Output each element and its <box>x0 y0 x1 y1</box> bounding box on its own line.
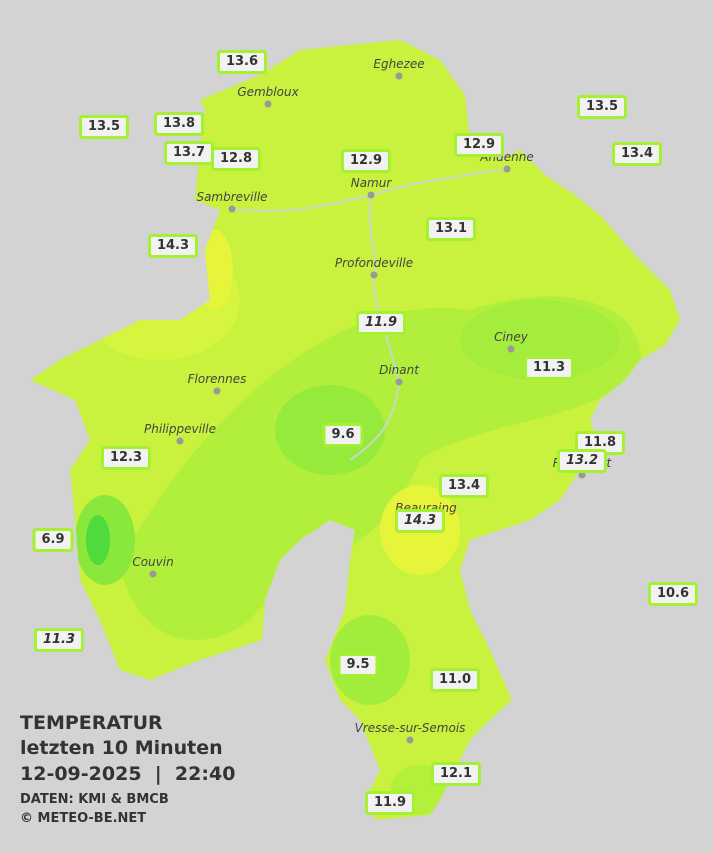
town-dot <box>395 378 403 386</box>
source: DATEN: KMI & BMCB <box>20 792 169 807</box>
station-value: 6.9 <box>32 528 74 552</box>
town-name: Gembloux <box>237 85 299 99</box>
station-value: 13.7 <box>163 141 215 165</box>
station-value: 12.3 <box>100 446 152 470</box>
town-name: Vresse-sur-Semois <box>354 721 466 735</box>
town-dot <box>367 191 375 199</box>
town-dot <box>228 205 236 213</box>
town-dot <box>176 437 184 445</box>
station-value: 13.2 <box>556 449 608 473</box>
station-value: 13.5 <box>576 95 628 119</box>
station-value: 13.4 <box>438 474 490 498</box>
town-name: Florennes <box>187 372 247 386</box>
town-dot <box>503 165 511 173</box>
station-value: 12.8 <box>210 147 262 171</box>
period: letzten 10 Minuten <box>20 737 223 759</box>
station-value: 11.9 <box>364 791 416 815</box>
town-dot <box>395 72 403 80</box>
town-dot <box>406 736 414 744</box>
town-dot <box>149 570 157 578</box>
station-value: 12.9 <box>453 133 505 157</box>
station-value: 9.6 <box>322 423 364 447</box>
station-value: 12.1 <box>430 762 482 786</box>
station-value: 11.3 <box>523 356 575 380</box>
station-value: 9.5 <box>337 653 379 677</box>
station-value: 13.6 <box>216 50 268 74</box>
station-value: 12.9 <box>340 149 392 173</box>
town-name: Dinant <box>379 363 419 377</box>
town-dot <box>578 471 586 479</box>
station-value: 13.1 <box>425 217 477 241</box>
town-name: Philippeville <box>144 422 216 436</box>
station-value: 11.9 <box>355 311 407 335</box>
station-value: 13.4 <box>611 142 663 166</box>
town-name: Ciney <box>494 330 528 344</box>
town-dot <box>370 271 378 279</box>
town-dot <box>507 345 515 353</box>
town-name: Sambreville <box>196 190 268 204</box>
station-value: 11.0 <box>429 668 481 692</box>
station-value: 14.3 <box>394 509 446 533</box>
station-value: 13.5 <box>78 115 130 139</box>
title: TEMPERATUR <box>20 712 163 734</box>
station-value: 10.6 <box>647 582 699 606</box>
station-value: 13.8 <box>153 112 205 136</box>
town-dot <box>264 100 272 108</box>
town-name: Eghezee <box>373 57 425 71</box>
town-dot <box>213 387 221 395</box>
copyright: © METEO-BE.NET <box>20 811 147 826</box>
station-value: 11.3 <box>33 628 85 652</box>
station-value: 14.3 <box>147 234 199 258</box>
town-name: Namur <box>350 176 392 190</box>
town-name: Profondeville <box>334 256 414 270</box>
datetime: 12-09-2025 | 22:40 <box>20 763 236 785</box>
town-name: Couvin <box>132 555 174 569</box>
